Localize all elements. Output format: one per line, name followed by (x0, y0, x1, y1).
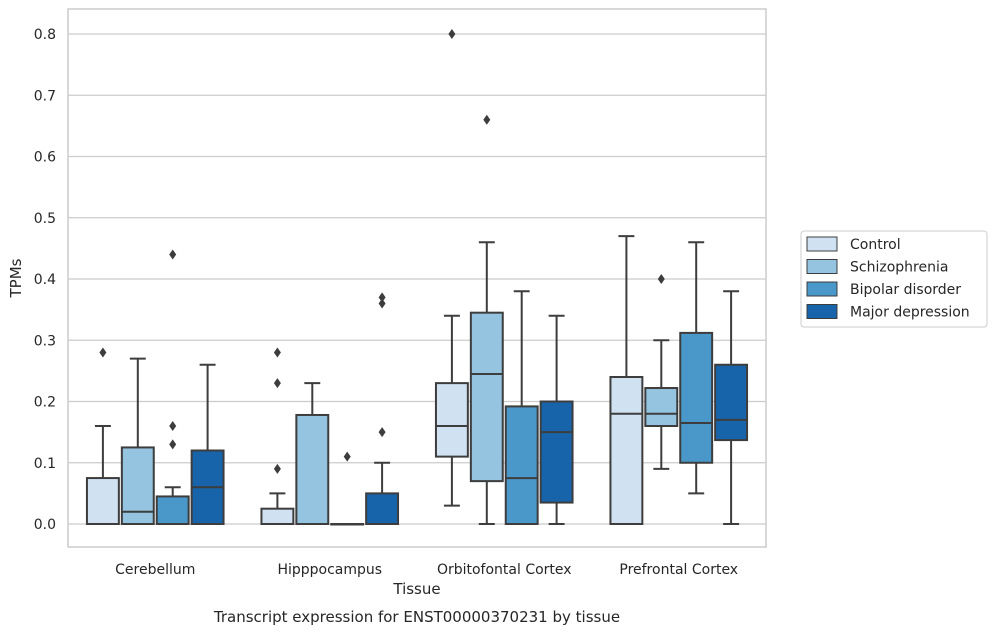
box (330, 451, 365, 526)
box-body (155, 495, 190, 525)
outlier-point (378, 427, 386, 438)
outlier-point (169, 439, 177, 450)
legend-swatch (806, 281, 838, 297)
legend-label: Bipolar disorder (850, 282, 961, 298)
plot-frame (67, 8, 767, 548)
y-tick-label: 0.2 (34, 395, 56, 411)
legend-swatch (806, 236, 838, 252)
box (469, 114, 504, 525)
x-tick-label: Orbitofontal Cortex (437, 562, 572, 578)
y-tick-labels: 0.0 0.1 0.2 0.3 0.4 0.5 0.6 0.7 0.8 (34, 27, 56, 533)
x-tick-labels: Cerebellum Hipppocampus Orbitofontal Corte… (115, 562, 738, 578)
box (434, 29, 469, 507)
box-body (609, 376, 644, 525)
outlier-point (169, 421, 177, 431)
box-body (434, 382, 469, 458)
box (609, 235, 644, 525)
x-axis-label: Tissue (392, 580, 440, 598)
box-body (714, 363, 749, 442)
y-tick-label: 0.0 (34, 517, 56, 533)
outlier-point (273, 463, 281, 474)
y-axis-label: TPMs (7, 258, 25, 298)
outlier-point (99, 347, 107, 358)
box-body (504, 405, 539, 525)
y-tick-label: 0.8 (34, 27, 56, 43)
outlier-point (378, 298, 386, 309)
legend: Control Schizophrenia Bipolar disorder Majo… (800, 230, 988, 328)
x-tick-label: Cerebellum (115, 562, 195, 578)
legend-label: Major depression (850, 305, 970, 321)
box-body (295, 413, 330, 526)
box (155, 249, 190, 525)
x-tick-label: Hipppocampus (277, 562, 382, 578)
y-tick-label: 0.4 (34, 272, 56, 288)
box (85, 347, 120, 525)
box (190, 363, 225, 525)
box-body (260, 507, 295, 525)
box-body (365, 492, 400, 525)
outlier-point (343, 451, 351, 462)
y-tick-label: 0.6 (34, 150, 56, 166)
y-tick-label: 0.5 (34, 211, 56, 227)
box (120, 357, 155, 525)
legend-label: Schizophrenia (850, 260, 948, 276)
outlier-point (657, 274, 665, 284)
y-tick-label: 0.1 (34, 456, 56, 472)
outlier-point (273, 347, 281, 358)
chart-caption: Transcript expression for ENST0000037023… (213, 608, 620, 626)
box (504, 290, 539, 525)
box (539, 314, 574, 525)
outlier-point (448, 29, 456, 39)
outlier-point (483, 114, 491, 125)
y-tick-label: 0.7 (34, 88, 56, 104)
box-body (469, 311, 504, 483)
legend-frame (800, 230, 988, 328)
legend-swatch (806, 259, 838, 274)
outlier-point (273, 378, 281, 389)
box-body (85, 477, 120, 525)
legend-swatch (806, 304, 838, 319)
box-body (679, 331, 714, 464)
boxes (85, 29, 749, 526)
outlier-point (169, 249, 177, 260)
y-tick-label: 0.3 (34, 333, 56, 349)
legend-items: Control Schizophrenia Bipolar disorder Majo… (806, 236, 970, 321)
box (679, 241, 714, 495)
box (714, 290, 749, 525)
box-body (644, 387, 679, 427)
box (644, 274, 679, 470)
box-body (539, 400, 574, 504)
legend-label: Control (850, 237, 901, 253)
box (295, 382, 330, 526)
box (365, 292, 400, 525)
x-tick-label: Prefrontal Cortex (619, 562, 738, 578)
outlier-point (378, 292, 386, 303)
box (260, 347, 295, 525)
